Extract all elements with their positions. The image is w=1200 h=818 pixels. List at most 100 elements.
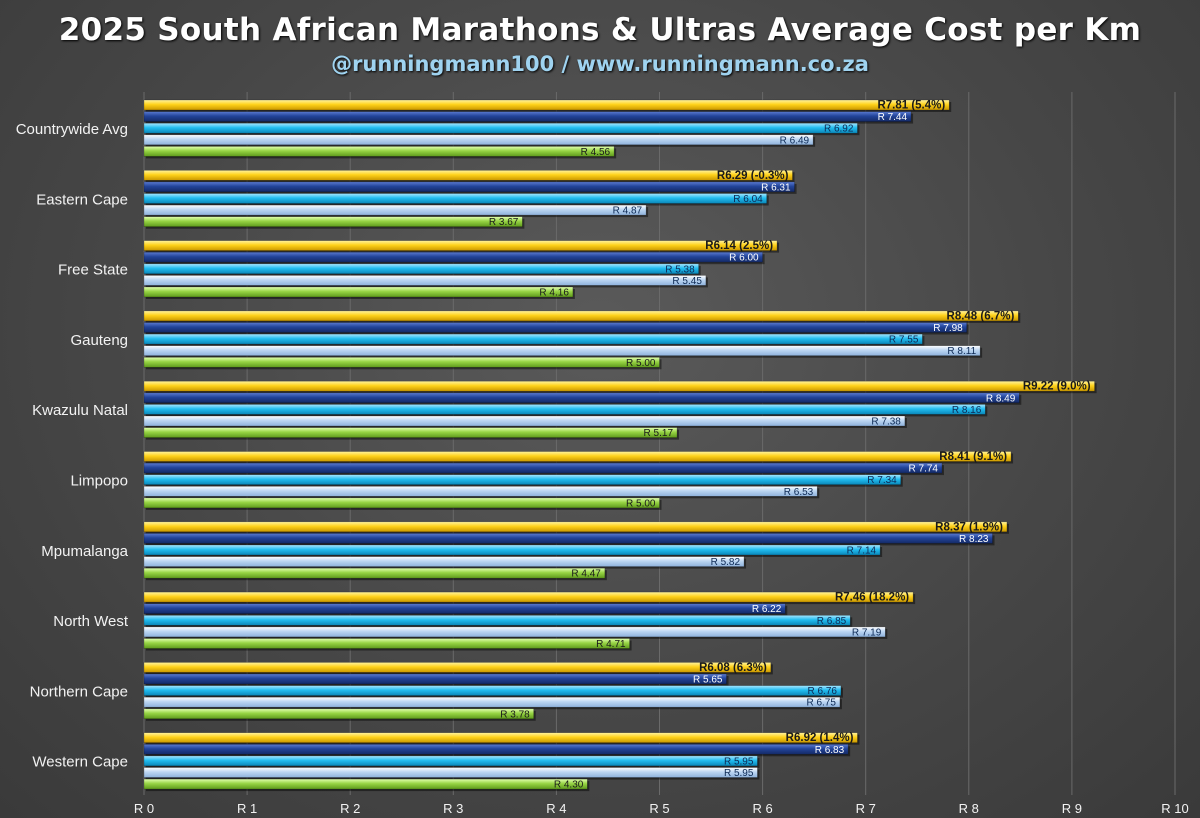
x-tick-label: R 2: [340, 801, 360, 816]
category-label: Northern Cape: [30, 683, 128, 700]
category-label: Free State: [58, 262, 128, 279]
data-label: R 6.31: [761, 182, 791, 193]
x-tick-label: R 6: [752, 801, 772, 816]
data-label: R 7.38: [871, 417, 901, 428]
data-label: R 6.76: [807, 686, 837, 697]
bar: [143, 626, 886, 638]
data-label: R 5.00: [626, 498, 656, 509]
bar: [143, 673, 727, 685]
bar: [143, 474, 902, 486]
data-label: R6.92 (1.4%): [786, 732, 854, 744]
x-tick-label: R 9: [1062, 801, 1082, 816]
bar: [143, 533, 993, 544]
data-label: R 8.11: [947, 346, 976, 357]
data-label: R 3.78: [500, 709, 530, 720]
data-label: R 8.23: [959, 534, 989, 545]
bar: [143, 310, 1019, 322]
labels: Countrywide Avg R7.81 (5.4%)R 7.44 R 6.92 R…: [16, 100, 1091, 791]
bar: [143, 392, 1020, 404]
data-label: R 6.49: [780, 135, 810, 146]
bar: [143, 415, 906, 427]
bar: [143, 286, 574, 298]
data-label: R8.37 (1.9%): [935, 521, 1003, 533]
bar: [143, 111, 912, 122]
bar: [143, 146, 615, 157]
data-label: R 5.00: [626, 358, 656, 369]
bar: [143, 497, 660, 509]
category-label: Kwazulu Natal: [32, 402, 128, 419]
bar: [143, 427, 678, 438]
data-label: R 6.75: [806, 698, 836, 709]
x-tick-label: R 8: [959, 801, 979, 816]
data-label: R 7.98: [933, 323, 963, 334]
data-label: R 5.95: [724, 768, 754, 779]
bar: [143, 603, 786, 615]
bar: [143, 767, 758, 778]
data-label: R 6.53: [784, 487, 814, 498]
bar: [143, 275, 707, 286]
category-label: Mpumalanga: [41, 543, 128, 560]
bar: [143, 251, 763, 263]
data-label: R6.14 (2.5%): [705, 240, 773, 252]
category-label: Limpopo: [70, 473, 128, 490]
data-label: R 7.55: [889, 335, 919, 346]
data-label: R 7.14: [847, 546, 877, 557]
category-label: Countrywide Avg: [16, 121, 128, 138]
data-label: R6.29 (-0.3%): [717, 170, 789, 182]
data-label: R 4.87: [613, 206, 643, 217]
data-label: R 4.47: [571, 569, 601, 580]
bar: [143, 755, 758, 767]
bar: [143, 380, 1095, 392]
bar: [143, 708, 535, 720]
bar: [143, 170, 793, 181]
data-label: R8.48 (6.7%): [947, 310, 1015, 322]
bar: [143, 204, 647, 216]
data-label: R 7.44: [878, 112, 908, 123]
x-tick-label: R 10: [1161, 801, 1188, 816]
category-label: North West: [53, 613, 129, 630]
x-tick-label: R 7: [856, 801, 876, 816]
bar: [143, 263, 699, 275]
data-label: R8.41 (9.1%): [939, 451, 1007, 463]
x-tick-label: R 1: [237, 801, 257, 816]
data-label: R 6.04: [733, 194, 763, 205]
bar: [143, 638, 630, 649]
category-label: Eastern Cape: [36, 191, 128, 208]
bar: [143, 732, 858, 744]
data-label: R 5.82: [711, 557, 741, 568]
category-label: Gauteng: [70, 332, 128, 349]
data-label: R 5.65: [693, 675, 723, 686]
data-label: R 6.22: [752, 604, 782, 615]
x-tick-label: R 4: [546, 801, 566, 816]
bar: [143, 181, 795, 193]
bar: [143, 556, 745, 567]
bar: [143, 614, 851, 626]
bar: [143, 216, 523, 227]
bars: [143, 99, 1097, 792]
bar: [143, 462, 943, 474]
data-label: R 8.16: [952, 405, 982, 416]
bar: [143, 778, 588, 790]
data-label: R 7.19: [852, 627, 882, 638]
data-label: R 5.17: [644, 428, 674, 439]
x-tick-label: R 0: [134, 801, 154, 816]
bar: [143, 404, 986, 415]
bar: [143, 193, 768, 204]
bar: [143, 485, 818, 497]
bar: [143, 345, 981, 357]
data-label: R 4.16: [539, 288, 569, 299]
data-label: R 4.30: [554, 780, 584, 791]
data-label: R 5.45: [672, 276, 702, 287]
x-tick-label: R 5: [649, 801, 669, 816]
data-label: R 6.85: [817, 616, 847, 627]
data-label: R 6.92: [824, 124, 854, 135]
bar: [143, 696, 841, 708]
x-tick-label: R 3: [443, 801, 463, 816]
bar: [143, 240, 778, 251]
data-label: R7.46 (18.2%): [835, 592, 909, 604]
data-label: R 4.71: [596, 639, 626, 650]
data-label: R 7.74: [909, 464, 939, 475]
data-label: R 3.67: [489, 217, 519, 228]
data-label: R9.22 (9.0%): [1023, 381, 1091, 393]
bar: [143, 567, 606, 579]
